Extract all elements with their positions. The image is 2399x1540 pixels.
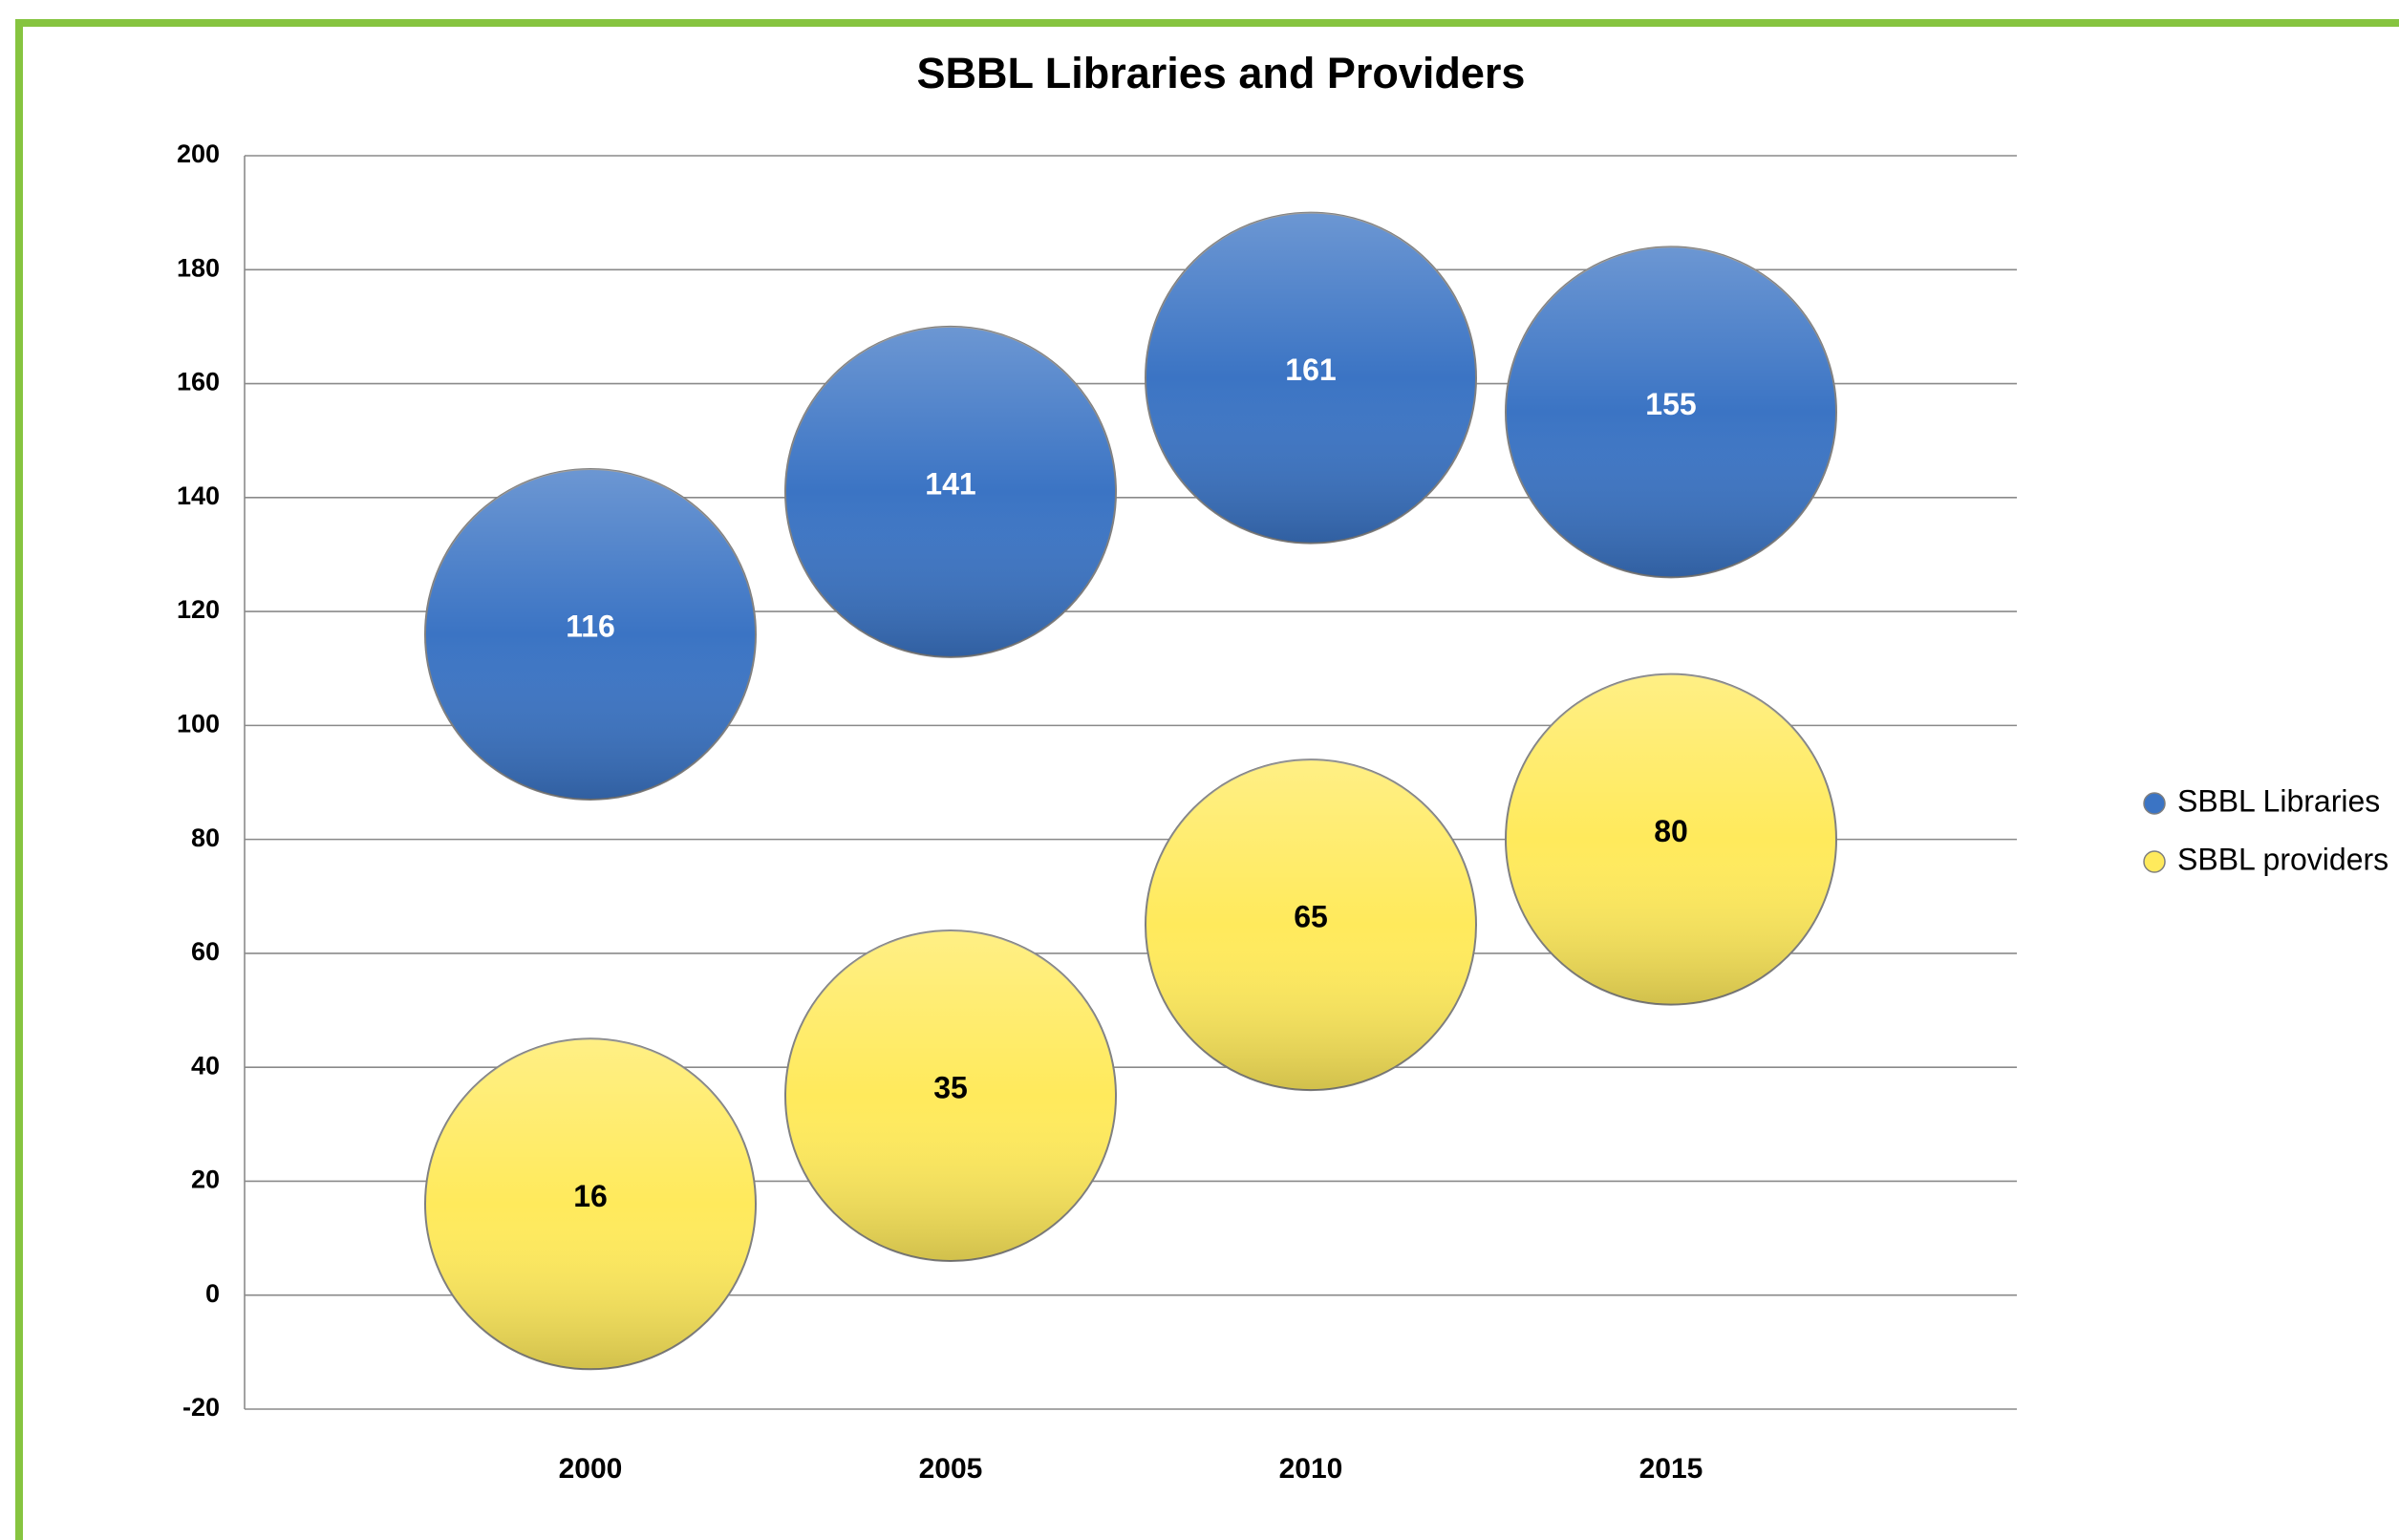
data-label: 80 (1654, 814, 1688, 848)
data-label: 141 (925, 466, 975, 501)
legend-marker (2143, 792, 2166, 815)
y-tick-label: 200 (177, 139, 220, 168)
y-tick-label: 100 (177, 709, 220, 738)
bubble-shine (425, 468, 756, 800)
bubble-shine (1146, 212, 1476, 544)
x-tick-label: 2015 (1639, 1453, 1703, 1485)
data-label: 65 (1294, 900, 1328, 934)
data-label: 155 (1645, 387, 1696, 421)
y-tick-label: 120 (177, 595, 220, 624)
data-label: 35 (933, 1070, 968, 1104)
bubble-shine (1506, 674, 1836, 1005)
bubble-shine (1506, 246, 1836, 578)
bubble-shine (785, 326, 1116, 657)
bubble-shine (1146, 759, 1476, 1091)
y-tick-label: 20 (191, 1166, 220, 1194)
data-label: 116 (566, 609, 615, 643)
data-label: 16 (573, 1179, 608, 1213)
bubble-shine (785, 930, 1116, 1261)
y-tick-label: 80 (191, 823, 220, 852)
data-label: 161 (1285, 353, 1336, 387)
x-tick-label: 2005 (919, 1453, 983, 1485)
legend-label: SBBL providers (2177, 842, 2388, 876)
x-tick-label: 2010 (1279, 1453, 1343, 1485)
y-tick-label: 160 (177, 368, 220, 396)
y-tick-label: 40 (191, 1051, 220, 1080)
bubble-shine (425, 1038, 756, 1370)
x-tick-label: 2000 (559, 1453, 623, 1485)
y-tick-label: 0 (205, 1279, 220, 1308)
frame (15, 19, 2399, 1540)
legend-label: SBBL Libraries (2177, 783, 2380, 818)
y-tick-label: 180 (177, 253, 220, 282)
y-tick-label: 60 (191, 937, 220, 966)
legend-marker (2143, 850, 2166, 873)
y-tick-label: 140 (177, 481, 220, 510)
y-tick-label: -20 (182, 1393, 220, 1422)
chart-title: SBBL Libraries and Providers (917, 49, 1526, 97)
